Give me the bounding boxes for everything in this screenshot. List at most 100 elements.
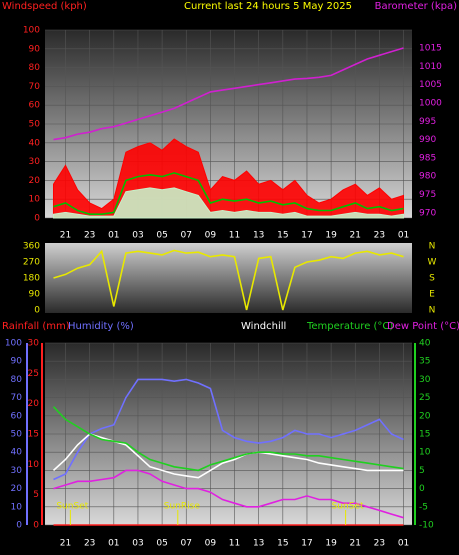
- y2-tick-label: 990: [419, 135, 436, 145]
- y2-tick-label: 1010: [419, 62, 442, 72]
- x-tick-label: 21: [350, 539, 361, 549]
- y2-tick-label: E: [429, 290, 435, 300]
- y2-tick-label: 35: [419, 357, 430, 367]
- y3-tick-label: 25: [28, 369, 39, 379]
- y2-tick-label: 30: [419, 375, 431, 385]
- y2-tick-label: -10: [419, 521, 434, 531]
- x-tick-label: 09: [205, 231, 217, 241]
- y-tick-label: 0: [34, 214, 40, 224]
- y3-tick-label: 30: [28, 339, 40, 349]
- x-tick-label: 13: [253, 539, 264, 549]
- line: [53, 47, 404, 141]
- x-tick-label: 19: [325, 539, 337, 549]
- line: [53, 172, 404, 215]
- line: [53, 378, 404, 481]
- y-tick-label: 70: [11, 393, 23, 403]
- y-tick-label: 20: [29, 176, 41, 186]
- y2-tick-label: 970: [419, 208, 436, 218]
- y-tick-label: 10: [11, 502, 23, 512]
- x-tick-label: 09: [205, 539, 217, 549]
- y2-tick-label: 980: [419, 172, 436, 182]
- y-tick-label: 360: [23, 242, 40, 252]
- y2-axis-label: Barometer (kpa): [375, 1, 457, 12]
- y2-tick-label: W: [428, 258, 437, 268]
- y3-tick-label: 20: [28, 399, 40, 409]
- y2-tick-label: 1015: [419, 43, 442, 53]
- y-tick-label: 80: [29, 63, 41, 73]
- y2-tick-label: 25: [419, 393, 430, 403]
- y-tick-label: 20: [11, 484, 23, 494]
- y-tick-label: 10: [29, 195, 41, 205]
- y2-tick-label: 1000: [419, 98, 442, 108]
- legend-label: Rainfall (mm): [2, 321, 70, 332]
- line: [53, 469, 404, 519]
- y-tick-label: 30: [29, 157, 41, 167]
- x-tick-label: 19: [325, 231, 337, 241]
- chart-title: Current last 24 hours 5 May 2025: [184, 1, 352, 12]
- x-tick-label: 23: [374, 231, 385, 241]
- y-tick-label: 30: [11, 466, 23, 476]
- y2-tick-label: 5: [419, 466, 425, 476]
- y-tick-label: 0: [16, 521, 22, 531]
- x-tick-label: 05: [156, 539, 167, 549]
- y-axis-label: Windspeed (kph): [2, 1, 87, 12]
- y-tick-label: 70: [29, 82, 41, 92]
- y2-tick-label: -5: [419, 502, 428, 512]
- legend-label: Dew Point (°C): [387, 321, 459, 332]
- y-tick-label: 90: [11, 357, 23, 367]
- y2-tick-label: 1005: [419, 80, 442, 90]
- x-tick-label: 21: [60, 231, 71, 241]
- x-tick-label: 01: [108, 231, 119, 241]
- x-tick-label: 01: [398, 539, 409, 549]
- y-tick-label: 90: [29, 44, 41, 54]
- x-tick-label: 23: [374, 539, 385, 549]
- y2-tick-label: 15: [419, 430, 430, 440]
- annotation: SunSet: [332, 502, 364, 512]
- line: [53, 249, 404, 311]
- y-tick-label: 80: [11, 375, 23, 385]
- x-tick-label: 11: [229, 231, 240, 241]
- x-tick-label: 03: [132, 231, 143, 241]
- y-tick-label: 40: [29, 138, 41, 148]
- y-tick-label: 60: [11, 411, 23, 421]
- y-tick-label: 50: [29, 120, 41, 130]
- x-tick-label: 17: [301, 539, 312, 549]
- y-tick-label: 100: [23, 26, 40, 36]
- y3-tick-label: 5: [33, 490, 39, 500]
- y-tick-label: 100: [5, 339, 22, 349]
- y3-tick-label: 15: [28, 430, 39, 440]
- y-tick-label: 270: [23, 258, 40, 268]
- y2-tick-label: 10: [419, 448, 431, 458]
- x-tick-label: 21: [350, 231, 361, 241]
- x-tick-label: 23: [84, 539, 95, 549]
- x-tick-label: 17: [301, 231, 312, 241]
- y3-tick-label: 10: [28, 460, 40, 470]
- y2-tick-label: 20: [419, 411, 431, 421]
- x-tick-label: 15: [277, 231, 288, 241]
- x-tick-label: 03: [132, 539, 143, 549]
- x-tick-label: 15: [277, 539, 288, 549]
- x-tick-label: 07: [181, 231, 192, 241]
- x-tick-label: 13: [253, 231, 264, 241]
- y2-tick-label: N: [429, 242, 436, 252]
- y3-tick-label: 0: [33, 521, 39, 531]
- x-tick-label: 05: [156, 231, 167, 241]
- x-tick-label: 07: [181, 539, 192, 549]
- y2-tick-label: 0: [419, 484, 425, 494]
- y2-tick-label: 40: [419, 339, 431, 349]
- y-tick-label: 60: [29, 101, 41, 111]
- y2-tick-label: 995: [419, 117, 436, 127]
- x-tick-label: 23: [84, 231, 95, 241]
- annotation: SunRise: [164, 502, 201, 512]
- y-tick-label: 180: [23, 274, 40, 284]
- x-tick-label: 11: [229, 539, 240, 549]
- line: [52, 406, 404, 472]
- y-tick-label: 0: [34, 306, 40, 316]
- y-tick-label: 90: [29, 290, 41, 300]
- y2-tick-label: 985: [419, 153, 436, 163]
- x-tick-label: 21: [60, 539, 71, 549]
- annotation: SunSet: [56, 502, 88, 512]
- x-tick-label: 01: [108, 539, 119, 549]
- legend-label: Temperature (°C): [306, 321, 393, 332]
